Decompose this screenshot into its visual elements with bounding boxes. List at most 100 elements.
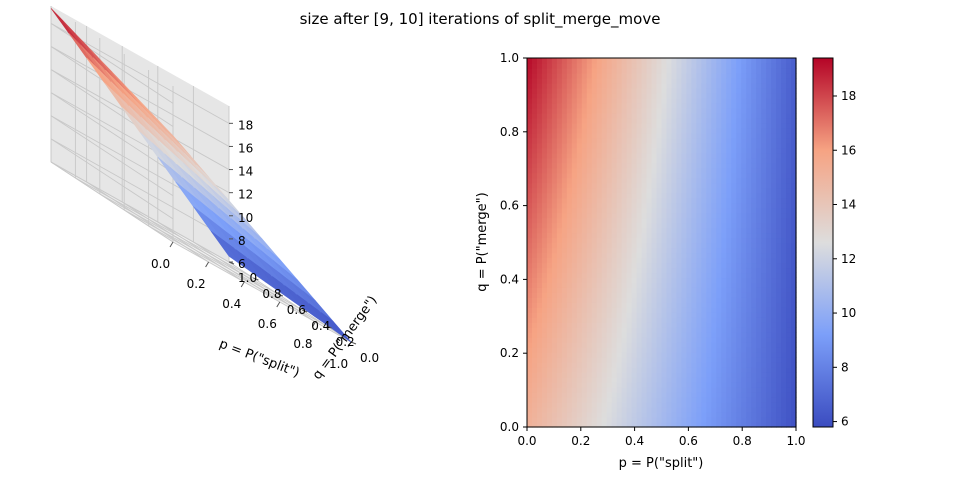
heatmap-cell xyxy=(721,142,727,149)
heatmap-cell xyxy=(591,112,598,119)
heatmap-cell xyxy=(726,237,732,244)
heatmap-cell xyxy=(591,332,598,338)
heatmap-cell xyxy=(706,127,712,134)
heatmap-cell xyxy=(661,62,668,69)
heatmap-cell xyxy=(701,122,707,129)
heatmap-cell xyxy=(616,237,623,244)
heatmap-cell xyxy=(626,377,633,383)
heatmap-cell xyxy=(561,132,568,139)
heatmap-cell xyxy=(551,347,558,353)
heatmap-cell xyxy=(636,387,643,393)
heatmap-cell xyxy=(561,117,568,124)
heatmap-cell xyxy=(761,197,767,204)
heatmap-cell xyxy=(686,302,692,308)
heatmap-cell xyxy=(591,307,598,313)
heatmap-cell xyxy=(746,362,752,368)
heatmap-cell xyxy=(771,382,777,388)
heatmap-cell xyxy=(751,367,757,373)
heatmap-cell xyxy=(646,377,653,383)
heatmap-cell xyxy=(561,312,568,318)
heatmap-cell xyxy=(527,252,533,259)
heatmap-cell xyxy=(536,372,543,378)
heatmap-cell xyxy=(546,172,553,179)
heatmap-cell xyxy=(576,352,583,358)
heatmap-cell xyxy=(781,357,787,363)
heatmap-cell xyxy=(691,147,697,154)
heatmap-cell xyxy=(541,142,548,149)
heatmap-cell xyxy=(736,127,742,134)
heatmap-cell xyxy=(776,197,782,204)
heatmap-cell xyxy=(641,207,648,214)
heatmap-cell xyxy=(721,422,727,428)
heatmap-cell xyxy=(721,277,727,283)
heatmap-cell xyxy=(531,87,538,94)
heatmap-cell xyxy=(586,197,593,204)
heatmap-cell xyxy=(606,58,613,64)
heatmap-cell xyxy=(527,157,533,164)
heatmap-cell xyxy=(736,357,742,363)
heatmap-cell xyxy=(571,287,578,293)
heatmap-cell xyxy=(711,387,717,393)
heatmap-cell xyxy=(731,337,737,343)
heatmap-cell xyxy=(606,262,613,269)
heatmap-cell xyxy=(756,267,762,274)
heatmap-cell xyxy=(666,77,673,84)
heatmap-cell xyxy=(731,237,737,244)
heatmap-cell xyxy=(736,117,742,124)
heatmap-cell xyxy=(621,422,628,428)
heatmap-cell xyxy=(741,62,747,69)
heatmap-cell xyxy=(781,282,787,288)
heatmap-cell xyxy=(696,107,702,114)
heatmap-cell xyxy=(686,402,692,408)
heatmap-cell xyxy=(736,362,742,368)
heatmap-cell xyxy=(646,402,653,408)
heatmap-cell xyxy=(571,167,578,174)
heatmap-cell xyxy=(676,137,683,144)
heatmap-cell xyxy=(601,227,608,234)
heatmap-cell xyxy=(671,157,678,164)
heatmap-cell xyxy=(596,77,603,84)
heatmap-cell xyxy=(741,382,747,388)
heatmap-cell xyxy=(751,387,757,393)
heatmap-cell xyxy=(736,252,742,259)
heatmap-cell xyxy=(651,97,658,104)
heatmap-cell xyxy=(586,132,593,139)
heatmap-cell xyxy=(527,62,533,69)
heatmap-cell xyxy=(546,147,553,154)
heatmap-cell xyxy=(626,367,633,373)
heatmap-cell xyxy=(661,217,668,224)
heatmap-cell xyxy=(541,58,548,64)
heatmap-cell xyxy=(546,77,553,84)
heatmap-cell xyxy=(746,312,752,318)
heatmap-cell xyxy=(656,202,663,209)
heatmap-cell xyxy=(666,202,673,209)
heatmap-cell xyxy=(691,58,697,64)
heatmap-cell xyxy=(676,302,683,308)
heatmap-cell xyxy=(681,77,688,84)
heatmap-cell xyxy=(611,167,618,174)
heatmap-cell xyxy=(716,392,722,398)
heatmap-cell xyxy=(651,252,658,259)
heatmap-cell xyxy=(546,347,553,353)
heatmap-cell xyxy=(736,292,742,298)
heatmap-cell xyxy=(716,107,722,114)
heatmap-cell xyxy=(601,287,608,293)
heatmap-cell xyxy=(541,332,548,338)
heatmap-cell xyxy=(571,222,578,229)
heatmap-cell xyxy=(591,177,598,184)
heatmap-cell xyxy=(576,107,583,114)
heatmap-cell xyxy=(561,382,568,388)
heatmap-cell xyxy=(721,357,727,363)
heatmap-cell xyxy=(601,372,608,378)
heatmap-cell xyxy=(756,62,762,69)
heatmap-cell xyxy=(681,142,688,149)
heatmap-cell xyxy=(726,382,732,388)
heatmap-cell xyxy=(566,282,573,288)
heatmap-cell xyxy=(606,107,613,114)
heatmap-cell xyxy=(776,277,782,283)
heatmap-cell xyxy=(676,157,683,164)
heatmap-cell xyxy=(586,387,593,393)
heatmap-cell xyxy=(746,177,752,184)
heatmap-cell xyxy=(536,112,543,119)
heatmap-cell xyxy=(576,397,583,403)
